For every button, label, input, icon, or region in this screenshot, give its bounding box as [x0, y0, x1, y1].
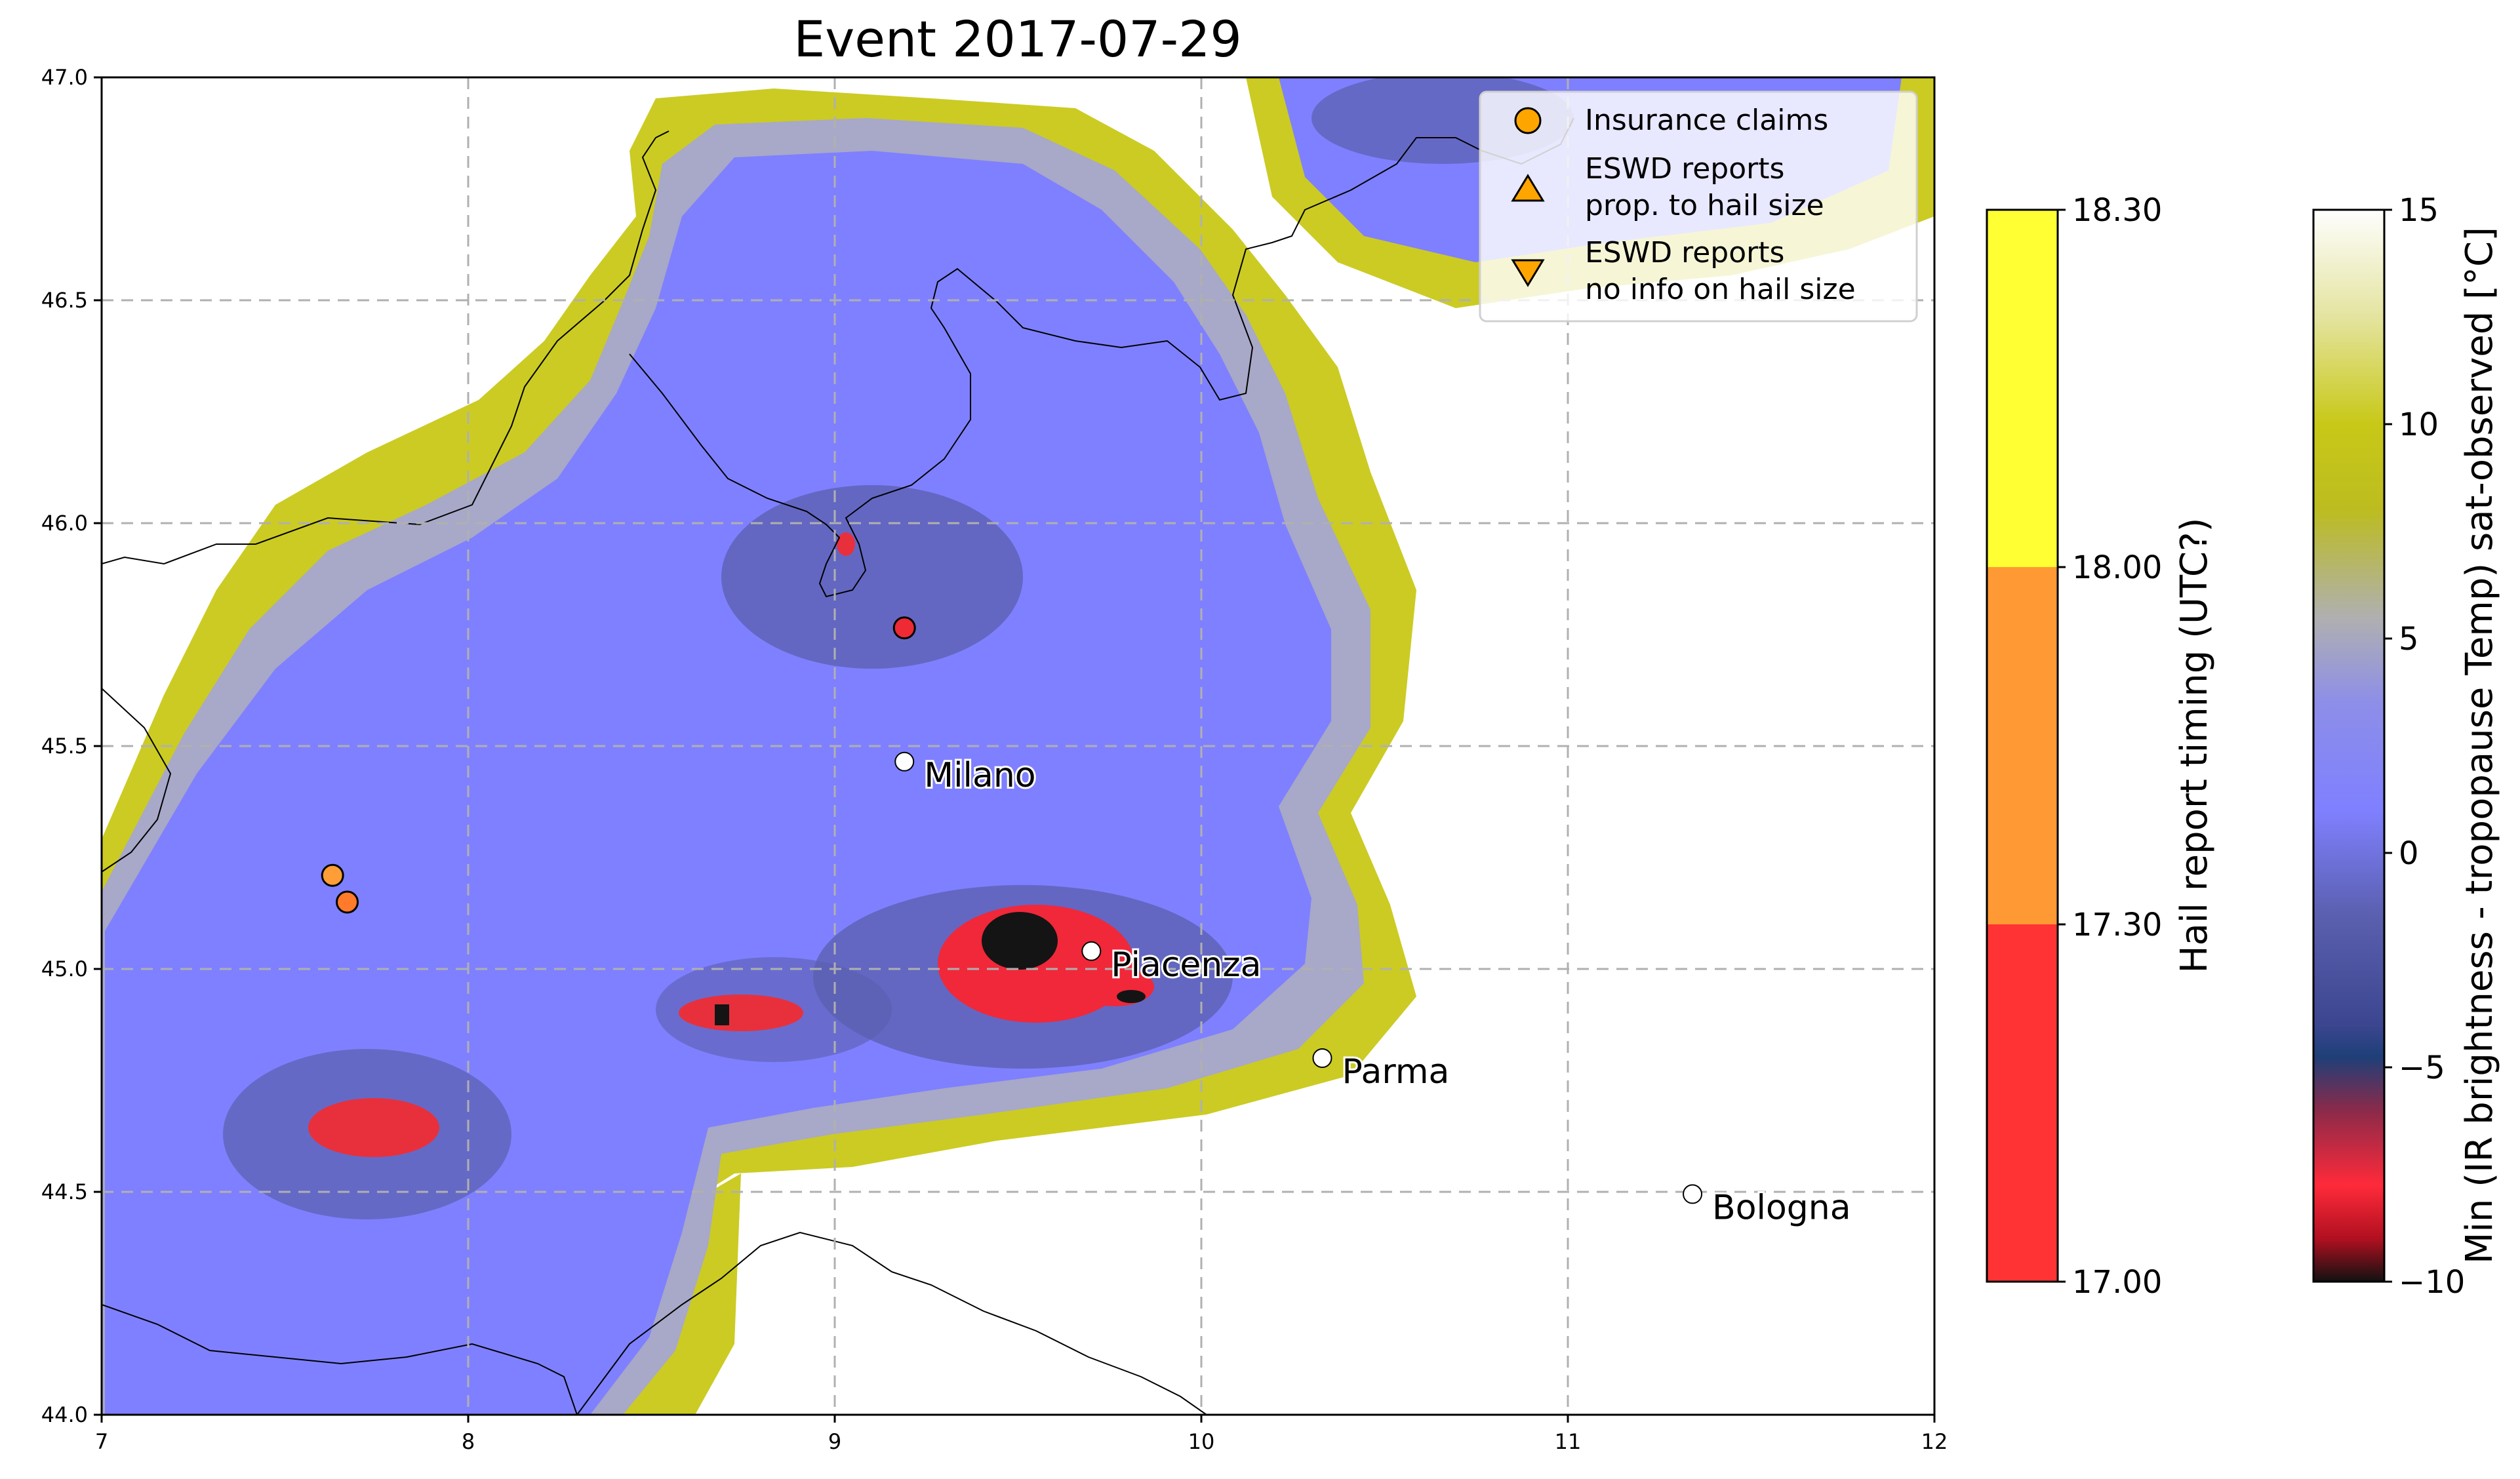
border-line-west	[102, 688, 172, 873]
colorbar-band-1700	[1987, 924, 2058, 1282]
legend-line: no info on hail size	[1585, 273, 1856, 306]
city-parma: Parma	[1312, 1048, 1451, 1094]
coastline-east-liguria	[576, 1231, 1207, 1415]
hail-core-piacenza-black	[982, 912, 1058, 970]
triangle-up-icon	[1511, 174, 1545, 202]
colorbar-frame	[1986, 208, 2059, 1283]
colorbar-tick-label: 10	[2399, 406, 2439, 443]
colorbar-band-1800	[1987, 210, 2058, 567]
colorbar-temperature-label: Min (IR brightness - tropopause Temp) sa…	[2458, 227, 2501, 1264]
city-label: Parma	[1342, 1052, 1449, 1092]
x-tick-label: 11	[1555, 1429, 1582, 1454]
y-tick-label: 46.0	[41, 511, 88, 536]
y-tick-label: 45.0	[41, 956, 88, 981]
convective-cell-north	[721, 485, 1023, 669]
legend-box	[1479, 90, 1918, 323]
insurance-claims-marker-icon	[1514, 107, 1542, 134]
city-piacenza: Piacenza	[1081, 941, 1264, 987]
hail-core-piacenza-black-east	[1117, 990, 1146, 1003]
legend: Insurance claims ESWD reports prop. to h…	[1479, 90, 1918, 323]
legend-item-insurance-claims: Insurance claims	[1585, 104, 1828, 137]
colorbar-tick-label: 15	[2399, 192, 2439, 229]
colorbar-timing: 18.30 18.00 17.30 17.00 Hail report timi…	[1986, 192, 2216, 1301]
y-tick-label: 45.5	[41, 734, 88, 759]
colorbar-tick-label: −10	[2399, 1264, 2465, 1301]
x-tick-label: 9	[828, 1429, 841, 1454]
colorbar-band-1730	[1987, 567, 2058, 924]
chart-title: Event 2017-07-29	[793, 10, 1242, 68]
city-marker	[1683, 1184, 1703, 1204]
colorbar-frame	[2312, 208, 2386, 1283]
legend-line: ESWD reports	[1585, 152, 1784, 186]
hail-core-north	[837, 532, 855, 556]
legend-line: prop. to hail size	[1585, 189, 1824, 222]
colorbar-tick-label: −5	[2399, 1050, 2445, 1086]
triangle-down-icon	[1511, 259, 1545, 287]
hail-core-centre-black	[715, 1004, 729, 1025]
city-label: Piacenza	[1111, 945, 1261, 985]
legend-item-eswd-size: ESWD reports prop. to hail size	[1585, 152, 1824, 222]
y-axis: 44.0 44.5 45.0 45.5 46.0 46.5 47.0	[41, 65, 102, 1427]
x-axis: 7 8 9 10 11 12	[95, 1415, 1948, 1454]
colorbar-tick-label: 18.00	[2072, 549, 2162, 586]
legend-line: ESWD reports	[1585, 236, 1784, 269]
city-milano: Milano	[894, 751, 1038, 797]
legend-item-eswd-noinfo: ESWD reports no info on hail size	[1585, 236, 1856, 306]
city-label: Milano	[924, 756, 1035, 795]
colorbar-timing-label: Hail report timing (UTC?)	[2173, 517, 2216, 973]
colorbar-tick-label: 0	[2399, 835, 2419, 872]
insurance-claims-layer	[321, 616, 916, 914]
city-bologna: Bologna	[1683, 1184, 1853, 1229]
colorbar-gradient	[2313, 210, 2384, 1282]
y-tick-label: 47.0	[41, 65, 88, 90]
cities-layer: Milano Piacenza Parma Bologna	[894, 751, 1853, 1229]
colorbar-tick-label: 18.30	[2072, 192, 2162, 229]
border-line-ticino	[629, 117, 1574, 598]
x-tick-label: 10	[1188, 1429, 1215, 1454]
colorbar-temperature: 15 10 5 0 −5 −10 Min (IR brightness - tr…	[2312, 192, 2501, 1301]
colorbar-tick-label: 17.00	[2072, 1264, 2162, 1301]
city-marker	[1312, 1048, 1332, 1068]
hail-core-centre	[679, 995, 803, 1031]
y-tick-label: 46.5	[41, 288, 88, 313]
x-tick-label: 7	[95, 1429, 108, 1454]
insurance-claim-marker	[321, 863, 344, 887]
y-tick-label: 44.5	[41, 1179, 88, 1204]
border-line-alps	[102, 130, 670, 565]
x-tick-label: 12	[1921, 1429, 1948, 1454]
hail-core-southwest	[308, 1098, 439, 1157]
colorbar-tick-label: 17.30	[2072, 907, 2162, 943]
x-tick-label: 8	[462, 1429, 475, 1454]
city-label: Bologna	[1712, 1188, 1851, 1227]
y-tick-label: 44.0	[41, 1402, 88, 1427]
insurance-claim-marker	[336, 890, 359, 914]
city-marker	[894, 751, 915, 772]
city-marker	[1081, 941, 1102, 961]
colorbar-tick-label: 5	[2399, 621, 2419, 658]
coastline-liguria	[102, 1304, 578, 1415]
insurance-claim-marker	[892, 616, 916, 640]
